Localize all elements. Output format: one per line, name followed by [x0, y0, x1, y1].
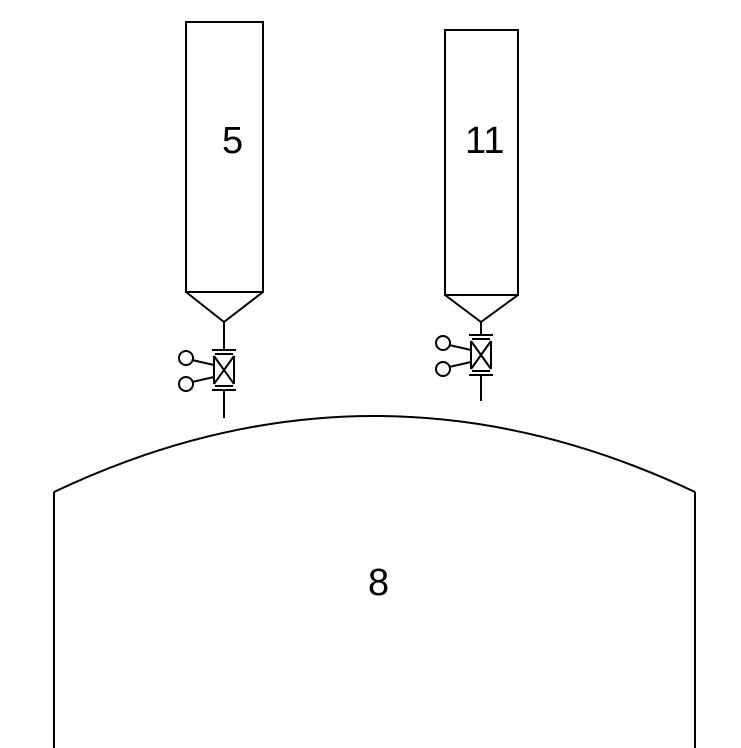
diagram-svg: [0, 0, 741, 748]
left-valve: [179, 350, 236, 418]
right-tube: [445, 30, 518, 335]
vessel-label: 8: [368, 562, 389, 605]
schematic-diagram: 5 11 8: [0, 0, 741, 748]
right-valve: [436, 335, 493, 401]
left-tube-label: 5: [222, 120, 243, 163]
right-tube-label: 11: [465, 120, 504, 163]
left-tube: [186, 22, 263, 350]
